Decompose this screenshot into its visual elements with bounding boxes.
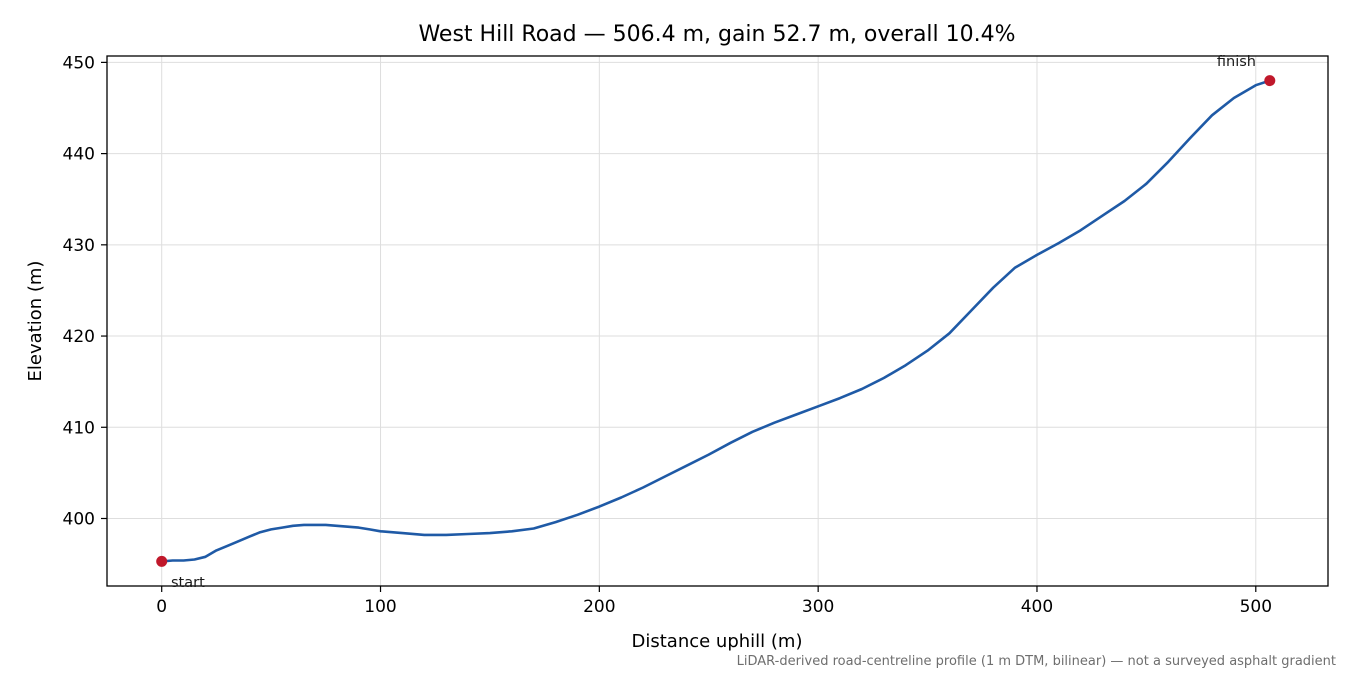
y-tick-label: 440 bbox=[63, 145, 95, 165]
elevation-profile-line bbox=[160, 79, 1272, 563]
x-tick-label: 200 bbox=[583, 597, 615, 617]
start-marker bbox=[156, 555, 168, 567]
endpoint-markers bbox=[156, 75, 1276, 567]
x-tick-label: 100 bbox=[364, 597, 396, 617]
finish-marker bbox=[1264, 75, 1276, 87]
chart-title: West Hill Road — 506.4 m, gain 52.7 m, o… bbox=[418, 22, 1015, 47]
axis-ticks: 0 100 200 300 400 500 400 410 420 430 440 450 bbox=[63, 53, 1272, 617]
x-tick-label: 500 bbox=[1240, 597, 1272, 617]
plot-frame bbox=[106, 55, 1329, 587]
x-axis-label: Distance uphill (m) bbox=[632, 631, 803, 652]
x-tick-label: 0 bbox=[156, 597, 167, 617]
y-tick-label: 430 bbox=[63, 236, 95, 256]
y-tick-label: 450 bbox=[63, 53, 95, 73]
y-tick-label: 420 bbox=[63, 327, 95, 347]
x-tick-label: 300 bbox=[802, 597, 834, 617]
y-tick-label: 410 bbox=[63, 418, 95, 438]
y-axis-label: Elevation (m) bbox=[25, 261, 46, 382]
y-tick-label: 400 bbox=[63, 509, 95, 529]
finish-label: finish bbox=[1217, 54, 1256, 70]
start-label: start bbox=[171, 575, 205, 591]
grid-lines bbox=[107, 56, 1328, 586]
source-footnote: LiDAR-derived road-centreline profile (1… bbox=[737, 654, 1336, 669]
x-tick-label: 400 bbox=[1021, 597, 1053, 617]
